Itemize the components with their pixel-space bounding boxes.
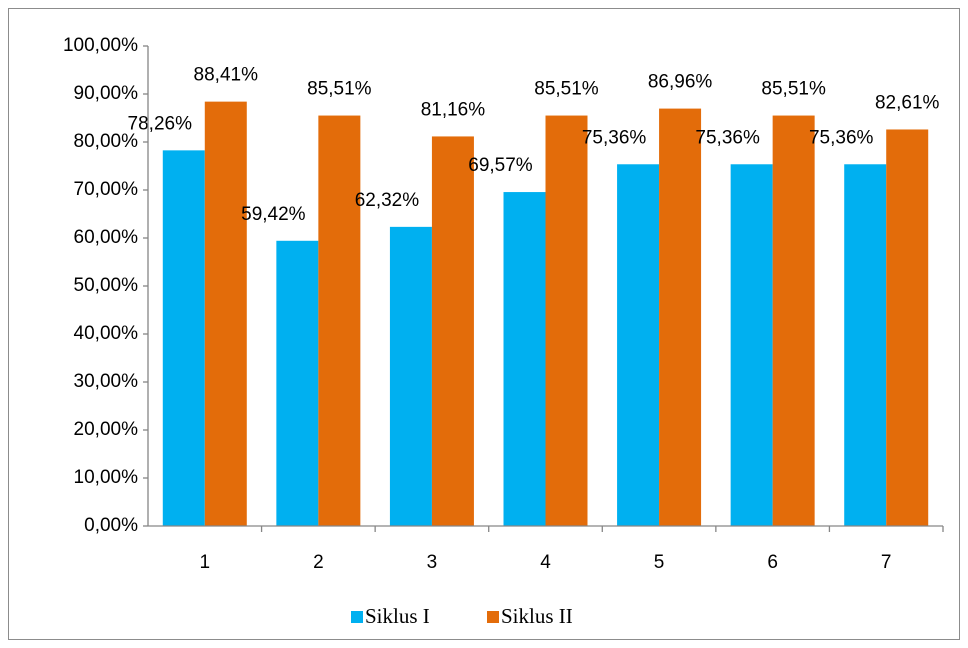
y-tick-label: 90,00%: [74, 83, 139, 104]
legend-swatch: [351, 611, 363, 623]
bar: [886, 129, 929, 527]
data-label: 78,26%: [128, 113, 193, 134]
bar: [617, 164, 660, 526]
data-label: 75,36%: [582, 127, 647, 148]
x-tick-label: 3: [427, 552, 438, 573]
x-tick-label: 2: [313, 552, 324, 573]
bar: [276, 240, 319, 526]
data-label: 85,51%: [761, 79, 826, 100]
y-tick-label: 50,00%: [74, 275, 139, 296]
bar: [162, 150, 205, 527]
y-tick-label: 10,00%: [74, 467, 139, 488]
bar: [318, 115, 361, 526]
data-label: 85,51%: [534, 79, 599, 100]
data-label: 59,42%: [241, 204, 306, 225]
y-tick-label: 70,00%: [74, 179, 139, 200]
legend-swatch: [487, 611, 499, 623]
y-tick-label: 80,00%: [74, 131, 139, 152]
data-label: 88,41%: [194, 65, 259, 86]
data-label: 62,32%: [355, 190, 420, 211]
data-label: 86,96%: [648, 72, 713, 93]
bar: [431, 136, 474, 526]
y-tick-label: 20,00%: [74, 419, 139, 440]
x-tick-label: 1: [199, 552, 210, 573]
bar: [772, 115, 815, 526]
bar: [545, 115, 588, 526]
y-tick-label: 100,00%: [63, 35, 138, 56]
data-label: 85,51%: [307, 79, 372, 100]
y-tick-label: 30,00%: [74, 371, 139, 392]
y-tick-label: 40,00%: [74, 323, 139, 344]
data-label: 75,36%: [809, 127, 874, 148]
legend-label: Siklus II: [501, 604, 573, 628]
bar: [503, 192, 546, 526]
data-label: 69,57%: [468, 155, 533, 176]
data-label: 82,61%: [875, 92, 940, 113]
bar: [389, 226, 432, 526]
x-tick-label: 4: [540, 552, 551, 573]
x-tick-label: 7: [881, 552, 892, 573]
bar: [204, 101, 247, 526]
bar: [844, 164, 887, 526]
bar: [659, 108, 702, 526]
data-label: 75,36%: [695, 127, 760, 148]
bar: [730, 164, 773, 526]
x-tick-label: 5: [654, 552, 665, 573]
data-label: 81,16%: [421, 99, 486, 120]
y-tick-label: 60,00%: [74, 227, 139, 248]
x-tick-label: 6: [767, 552, 778, 573]
legend-label: Siklus I: [365, 604, 430, 628]
y-tick-label: 0,00%: [84, 515, 138, 536]
